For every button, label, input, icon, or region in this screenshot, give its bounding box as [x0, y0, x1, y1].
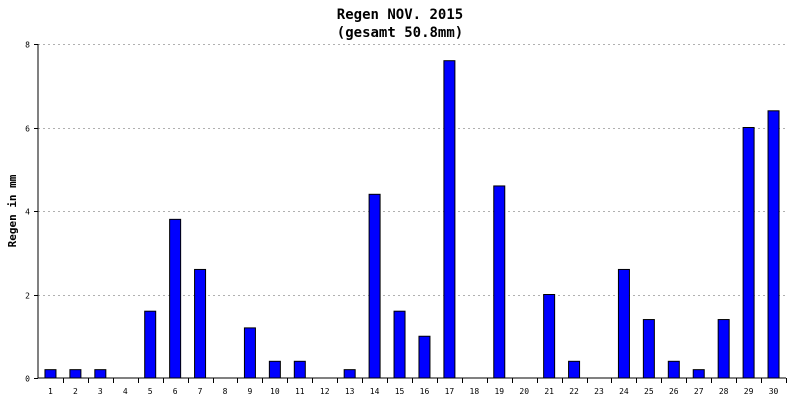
- y-tick-label-2: 2: [25, 292, 30, 301]
- bar-day-21: [543, 294, 556, 379]
- x-tick-label-11: 11: [295, 387, 305, 396]
- bar-day-25: [642, 319, 655, 379]
- x-tick-label-23: 23: [594, 387, 604, 396]
- bar-day-26: [667, 360, 680, 379]
- x-tick-label-27: 27: [694, 387, 704, 396]
- bar-day-22: [568, 360, 581, 379]
- bar-day-1: [44, 369, 57, 379]
- x-ticks: 1 2 3 4 5 6 7 8 9 10 11 12 13 14 15 16 17 18 19 20 21 22 23 24 2…: [48, 378, 787, 396]
- x-tick-label-21: 21: [544, 387, 554, 396]
- x-tick-label-25: 25: [644, 387, 654, 396]
- x-tick-label-4: 4: [123, 387, 128, 396]
- x-tick-label-12: 12: [320, 387, 330, 396]
- x-tick-label-24: 24: [619, 387, 629, 396]
- x-tick-label-16: 16: [420, 387, 430, 396]
- x-tick-label-15: 15: [395, 387, 405, 396]
- bar-day-10: [268, 360, 281, 379]
- bar-day-11: [293, 360, 306, 379]
- bar-day-5: [144, 310, 157, 379]
- bar-day-7: [194, 268, 207, 379]
- x-tick-label-26: 26: [669, 387, 679, 396]
- bar-day-15: [393, 310, 406, 379]
- x-tick-label-17: 17: [445, 387, 455, 396]
- bar-day-14: [368, 193, 381, 379]
- chart-subtitle: (gesamt 50.8mm): [337, 25, 463, 41]
- bar-day-24: [617, 268, 630, 379]
- gridlines: [38, 44, 786, 296]
- y-tick-label-6: 6: [25, 125, 30, 134]
- x-tick-label-5: 5: [148, 387, 153, 396]
- y-tick-label-4: 4: [25, 208, 30, 217]
- bars: [44, 60, 780, 379]
- x-tick-label-2: 2: [73, 387, 78, 396]
- x-tick-label-1: 1: [48, 387, 53, 396]
- bar-day-17: [443, 60, 456, 379]
- x-tick-label-10: 10: [270, 387, 280, 396]
- bar-day-16: [418, 335, 431, 379]
- x-tick-label-19: 19: [494, 387, 504, 396]
- bar-day-3: [94, 369, 107, 379]
- x-tick-label-22: 22: [569, 387, 579, 396]
- bar-day-19: [493, 185, 506, 379]
- bar-day-2: [69, 369, 82, 379]
- y-axis-label: Regen in mm: [6, 174, 19, 247]
- bar-day-13: [343, 369, 356, 379]
- bar-day-30: [767, 110, 780, 379]
- bar-day-27: [692, 369, 705, 379]
- x-tick-label-8: 8: [223, 387, 228, 396]
- x-tick-label-20: 20: [519, 387, 529, 396]
- x-tick-label-9: 9: [248, 387, 253, 396]
- x-tick-label-7: 7: [198, 387, 203, 396]
- x-tick-label-14: 14: [370, 387, 380, 396]
- x-tick-label-6: 6: [173, 387, 178, 396]
- x-tick-label-29: 29: [744, 387, 754, 396]
- bar-day-29: [742, 127, 755, 379]
- x-tick-label-30: 30: [769, 387, 779, 396]
- bar-day-9: [243, 327, 256, 379]
- x-tick-label-28: 28: [719, 387, 729, 396]
- x-tick-label-18: 18: [470, 387, 480, 396]
- x-tick-label-13: 13: [345, 387, 355, 396]
- y-ticks: 0 2 4 6 8: [25, 41, 38, 384]
- bar-day-28: [717, 319, 730, 379]
- y-tick-label-8: 8: [25, 41, 30, 50]
- chart-title: Regen NOV. 2015: [337, 7, 463, 23]
- y-tick-label-0: 0: [25, 375, 30, 384]
- x-tick-label-3: 3: [98, 387, 103, 396]
- bar-day-6: [169, 218, 182, 379]
